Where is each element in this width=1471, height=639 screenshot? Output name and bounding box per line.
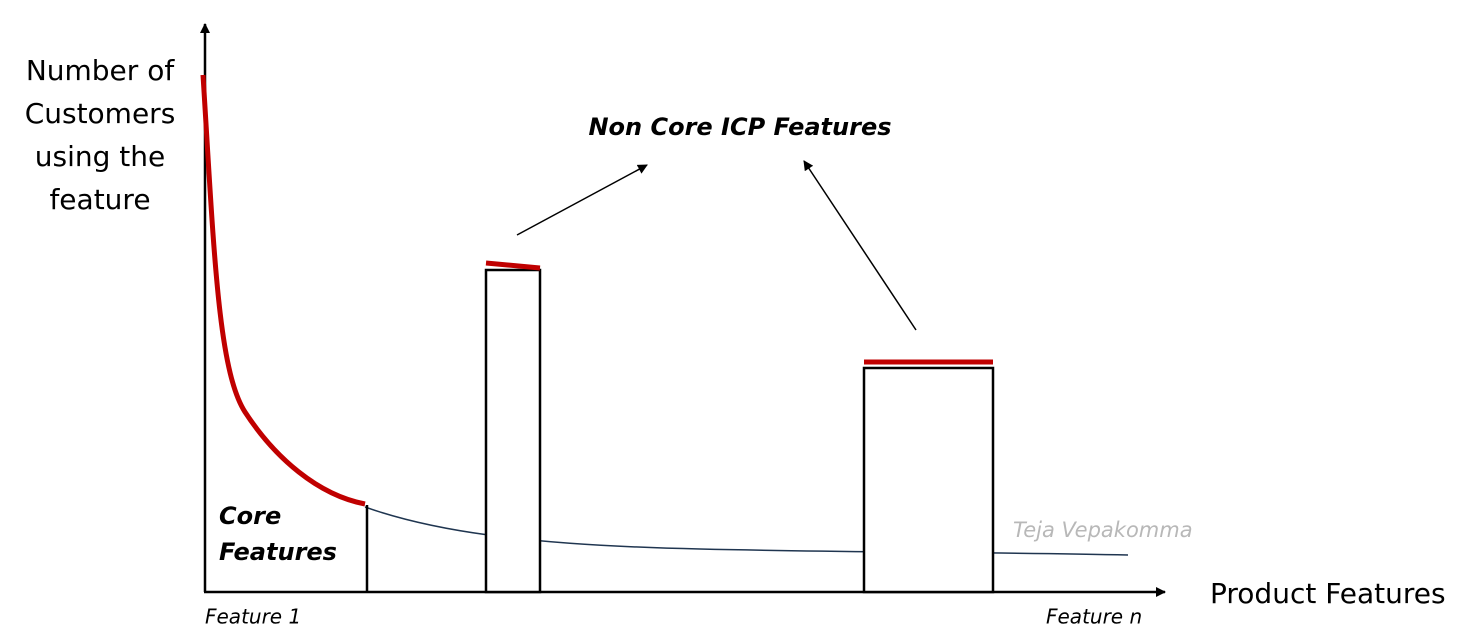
core-label: Features <box>219 538 337 566</box>
y-axis-label: feature <box>49 183 150 216</box>
feature-bar <box>484 268 542 594</box>
x-start-label: Feature 1 <box>205 605 301 629</box>
core-label: Core <box>219 502 281 530</box>
y-axis-label: Number of <box>26 54 176 87</box>
tail-curve <box>364 506 1129 556</box>
y-axis-label: using the <box>35 140 165 173</box>
y-axis-label: Customers <box>25 97 176 130</box>
watermark: Teja Vepakomma <box>1013 518 1193 542</box>
annotation: Non Core ICP Features <box>588 113 891 141</box>
x-axis-label: Product Features <box>1210 577 1446 610</box>
x-end-label: Feature n <box>1046 605 1142 629</box>
feature-bar <box>862 366 995 594</box>
bar-highlight <box>485 260 541 271</box>
annotation-arrow <box>803 160 917 331</box>
core-curve <box>200 74 366 507</box>
annotation-arrow <box>516 164 648 236</box>
